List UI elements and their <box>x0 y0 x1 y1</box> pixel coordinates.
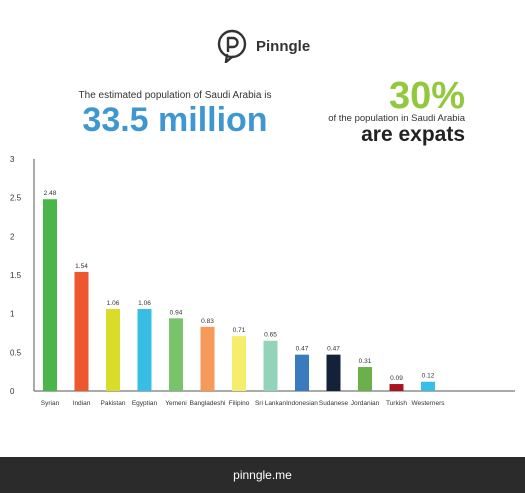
data-label: 0.83 <box>201 318 214 325</box>
bar-westerners <box>421 381 435 391</box>
x-tick-label: Indonesian <box>286 400 318 407</box>
data-label: 0.71 <box>233 327 246 334</box>
data-label: 1.06 <box>138 300 151 307</box>
data-label: 0.94 <box>170 309 183 316</box>
y-tick-label: 2.5 <box>10 194 22 203</box>
population-value: 33.5 million <box>82 101 268 139</box>
footer: pinngle.me <box>0 457 525 493</box>
data-label: 0.09 <box>390 375 403 382</box>
data-label: 1.06 <box>107 300 120 307</box>
bar-egyptian <box>137 309 152 391</box>
data-label: 1.54 <box>75 263 88 270</box>
bar-pakistan <box>106 309 120 391</box>
x-tick-label: Syrian <box>41 400 60 407</box>
bar-turkish <box>389 384 404 391</box>
x-tick-label: Filipino <box>229 400 250 407</box>
data-label: 0.47 <box>296 346 309 353</box>
data-label: 0.65 <box>264 332 277 339</box>
x-tick-label: Bangladeshi <box>190 400 226 407</box>
data-label: 0.47 <box>327 346 340 353</box>
x-tick-label: Sudanese <box>319 400 349 407</box>
expat-tail: are expats <box>361 123 465 146</box>
brand-logo: Pinngle <box>217 28 310 64</box>
x-tick-label: Egyptian <box>132 400 158 407</box>
x-tick-label: Pakistan <box>101 400 126 407</box>
data-label: 2.48 <box>44 190 57 197</box>
y-tick-label: 0.5 <box>10 348 22 357</box>
bar-syrian <box>43 199 57 391</box>
population-intro: The estimated population of Saudi Arabia… <box>78 90 272 101</box>
x-tick-label: Turkish <box>386 400 407 407</box>
bar-indian <box>74 271 89 391</box>
data-label: 0.12 <box>422 373 435 380</box>
bar-chart: 0 0.5 1 1.5 2 2.5 3 2.48 Syrian 1.54 Indian 1.06 Pak… <box>10 155 515 407</box>
x-tick-label: Sri Lankan <box>255 400 286 407</box>
bar-jordanian <box>358 367 372 391</box>
chat-bubble-p-icon <box>217 29 247 63</box>
x-tick-label: Jordanian <box>351 400 380 407</box>
brand-name: Pinngle <box>256 37 311 55</box>
expat-stat: 30% of the population in Saudi Arabia ar… <box>300 76 465 146</box>
x-tick-label: Indian <box>73 400 91 407</box>
footer-url[interactable]: pinngle.me <box>233 468 292 482</box>
y-tick-label: 1 <box>10 310 15 319</box>
expat-description: of the population in Saudi Arabia <box>328 113 465 124</box>
bar-bangladeshi <box>200 326 215 391</box>
x-tick-label: Westerners <box>411 400 445 407</box>
bar-sudanese <box>326 354 341 391</box>
y-tick-label: 1.5 <box>10 271 22 280</box>
bar-sri-lankan <box>263 340 278 391</box>
y-tick-label: 2 <box>10 232 15 241</box>
y-tick-label: 3 <box>10 155 15 164</box>
x-tick-label: Yemeni <box>165 400 186 407</box>
y-tick-label: 0 <box>10 387 15 396</box>
expat-percent: 30% <box>388 75 465 117</box>
bar-yemeni <box>169 318 183 391</box>
population-stat: The estimated population of Saudi Arabia… <box>40 90 310 139</box>
bar-filipino <box>232 336 246 391</box>
data-label: 0.31 <box>359 358 372 365</box>
bar-indonesian <box>295 354 309 391</box>
